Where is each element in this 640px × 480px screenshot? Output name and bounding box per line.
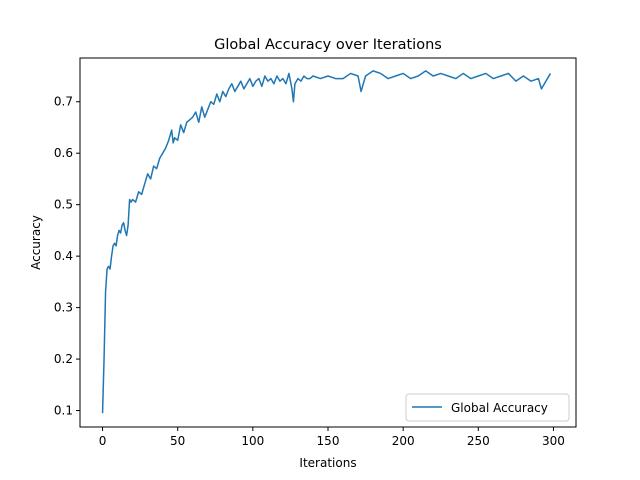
legend-box (405, 393, 570, 422)
y-axis: 0.1 0.2 0.3 0.4 0.5 0.6 0.7 (54, 95, 80, 418)
y-tick-label: 0.2 (54, 352, 73, 366)
legend: Global Accuracy (405, 393, 570, 422)
x-tick-label: 150 (317, 434, 340, 448)
y-axis-label: Accuracy (29, 215, 43, 270)
chart-title: Global Accuracy over Iterations (214, 37, 442, 53)
y-tick-label: 0.1 (54, 404, 73, 418)
series-line-global-accuracy (101, 70, 552, 414)
x-tick-label: 300 (542, 434, 565, 448)
y-tick-label: 0.6 (54, 146, 73, 160)
x-tick-label: 50 (170, 434, 185, 448)
y-tick-label: 0.5 (54, 198, 73, 212)
x-tick-label: 200 (392, 434, 415, 448)
x-tick-label: 0 (99, 434, 107, 448)
y-tick-label: 0.4 (54, 249, 73, 263)
x-axis: 0 50 100 150 200 250 300 (99, 427, 565, 448)
y-tick-label: 0.7 (54, 95, 73, 109)
x-tick-label: 100 (241, 434, 264, 448)
plot-area (101, 70, 552, 414)
x-tick-label: 250 (467, 434, 490, 448)
y-tick-label: 0.3 (54, 301, 73, 315)
x-axis-label: Iterations (299, 456, 356, 470)
legend-label: Global Accuracy (451, 401, 548, 415)
